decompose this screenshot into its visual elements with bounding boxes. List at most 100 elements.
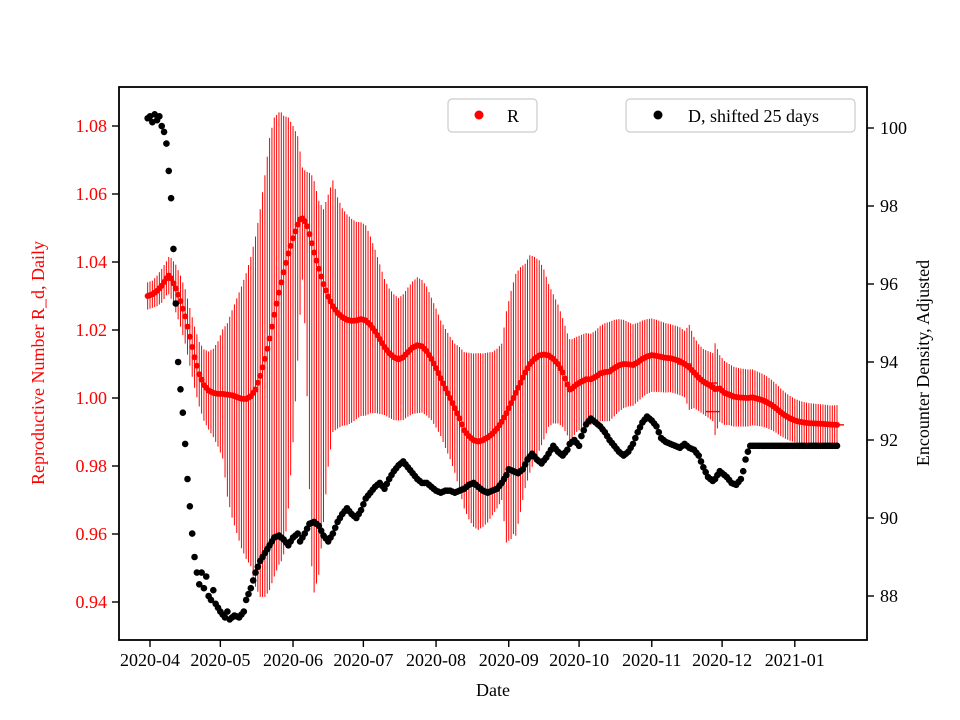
data-point-R [259, 364, 266, 371]
data-point-R [278, 279, 285, 286]
data-point-D [186, 503, 194, 510]
data-point-R [519, 374, 526, 381]
x-tick-label: 2020-11 [622, 650, 681, 670]
data-point-D [242, 596, 250, 604]
data-point-D [191, 553, 198, 561]
data-point-R [515, 384, 522, 391]
data-point-D [697, 458, 705, 465]
plot-frame [118, 86, 868, 641]
data-point-R [168, 275, 175, 282]
series-D-points [144, 111, 841, 623]
data-point-D [198, 569, 205, 576]
y-left-tick-label: 0.98 [76, 456, 108, 476]
data-point-R [304, 223, 311, 230]
data-point-D [564, 446, 571, 454]
legend-R-marker-icon [474, 110, 484, 120]
data-point-R [503, 410, 510, 417]
y-left-tick-label: 1.02 [76, 320, 108, 340]
data-point-R [177, 298, 184, 305]
data-point-R [294, 221, 301, 228]
data-point-R [290, 235, 297, 242]
data-point-R [559, 369, 566, 376]
data-point-D [653, 423, 660, 430]
data-point-R [318, 273, 325, 280]
data-point-R [508, 400, 515, 407]
data-point-D [179, 409, 187, 417]
data-point-D [578, 432, 585, 440]
data-point-D [247, 584, 255, 592]
y-left-tick-label: 1.04 [76, 252, 108, 272]
data-point-D [163, 140, 170, 147]
data-point-R [320, 281, 327, 288]
data-point-R [517, 379, 524, 386]
y-right-tick-label: 92 [880, 430, 898, 450]
data-point-D [744, 448, 752, 456]
data-point-D [632, 434, 639, 442]
data-point-D [174, 358, 182, 366]
y-left-tick-label: 1.08 [76, 116, 108, 136]
data-point-R [268, 323, 275, 330]
data-point-R [184, 323, 191, 330]
data-point-D [629, 440, 637, 448]
data-point-R [191, 354, 198, 361]
data-point-R [301, 218, 308, 225]
data-point-D [737, 475, 745, 483]
legend-R-box [447, 98, 538, 133]
x-tick-label: 2020-06 [263, 650, 323, 670]
data-point-R [170, 280, 177, 287]
data-point-D [202, 573, 210, 580]
data-point-R [175, 291, 182, 298]
data-point-R [562, 375, 569, 382]
data-point-R [172, 285, 179, 292]
data-point-R [264, 345, 271, 352]
data-point-D [177, 386, 184, 393]
data-point-R [325, 293, 332, 300]
data-point-D [184, 475, 191, 483]
legend-R: R [447, 98, 538, 133]
series-R-points [144, 215, 840, 445]
data-point-R [313, 257, 320, 264]
data-point-D [580, 426, 588, 434]
series-R-outlier-caps [677, 363, 844, 426]
y-right-label: Encounter Density, Adjusted [913, 260, 933, 466]
data-point-D [245, 590, 252, 598]
y-left-label: Reproductive Number R_d, Daily [28, 241, 48, 485]
y-right-tick-label: 98 [880, 196, 898, 216]
data-point-D [655, 428, 663, 436]
data-point-R [447, 395, 454, 401]
data-point-D [193, 569, 201, 576]
data-point-D [158, 122, 166, 130]
x-tick-label: 2020-05 [190, 650, 250, 670]
data-point-R [315, 265, 322, 272]
data-point-D [331, 524, 339, 532]
data-point-R [179, 305, 186, 312]
data-point-D [167, 194, 175, 202]
data-point-D [575, 442, 583, 450]
data-point-D [207, 596, 215, 604]
data-point-D [360, 501, 367, 508]
data-point-R [287, 242, 294, 249]
data-point-D [739, 467, 747, 475]
data-point-R [564, 381, 571, 388]
data-point-R [186, 333, 193, 340]
legend-D-box [625, 98, 856, 133]
data-point-R [442, 385, 449, 392]
data-point-R [266, 335, 273, 342]
data-point-D [156, 113, 163, 120]
data-point-R [292, 228, 299, 235]
data-point-R [428, 355, 435, 362]
data-point-R [449, 400, 456, 407]
data-point-D [181, 440, 189, 448]
data-point-D [695, 452, 702, 459]
data-point-R [261, 355, 268, 362]
data-point-R [308, 240, 315, 247]
data-point-D [252, 569, 259, 576]
x-axis-label: Date [476, 680, 510, 700]
data-point-R [182, 313, 189, 320]
data-point-R [271, 311, 278, 318]
x-tick-label: 2020-09 [479, 650, 539, 670]
data-point-D [329, 530, 337, 537]
data-point-R [193, 362, 200, 369]
data-point-R [273, 300, 280, 307]
y-right-tick-label: 88 [880, 586, 898, 606]
